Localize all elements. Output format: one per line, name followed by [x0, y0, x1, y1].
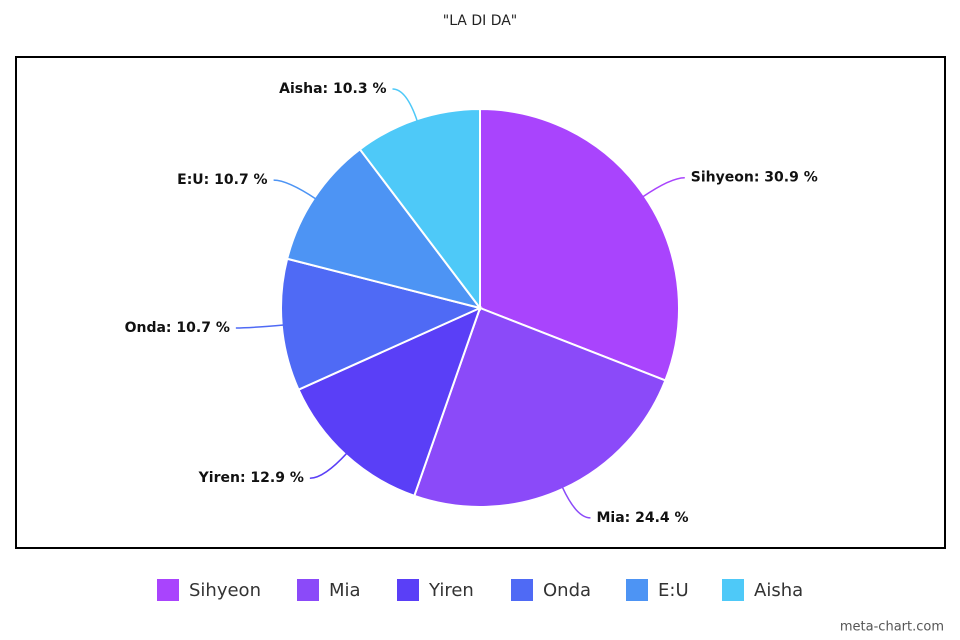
leader-line	[392, 88, 419, 122]
legend-swatch	[397, 579, 419, 601]
leader-line	[273, 179, 317, 200]
legend-swatch	[722, 579, 744, 601]
legend-label: Sihyeon	[189, 580, 261, 601]
slice-label: E:U: 10.7 %	[177, 172, 267, 188]
leader-line	[561, 486, 591, 519]
legend-swatch	[157, 579, 179, 601]
legend-label: E:U	[658, 580, 689, 601]
leader-line	[235, 324, 284, 329]
legend-label: Yiren	[428, 580, 474, 601]
plot-frame	[15, 56, 946, 549]
leader-line	[642, 176, 685, 198]
slice-label: Sihyeon: 30.9 %	[691, 170, 818, 186]
legend-swatch	[297, 579, 319, 601]
slice-label: Yiren: 12.9 %	[198, 470, 304, 486]
chart-title: "LA DI DA"	[443, 13, 518, 29]
legend-swatch	[626, 579, 648, 601]
legend-label: Aisha	[754, 580, 803, 601]
watermark: meta-chart.com	[840, 620, 944, 635]
legend-swatch	[511, 579, 533, 601]
slice-label: Mia: 24.4 %	[596, 510, 688, 526]
slice-label: Onda: 10.7 %	[125, 320, 230, 336]
legend-label: Mia	[329, 580, 361, 601]
leader-line	[309, 452, 348, 479]
legend-label: Onda	[543, 580, 591, 601]
slice-label: Aisha: 10.3 %	[279, 81, 386, 97]
